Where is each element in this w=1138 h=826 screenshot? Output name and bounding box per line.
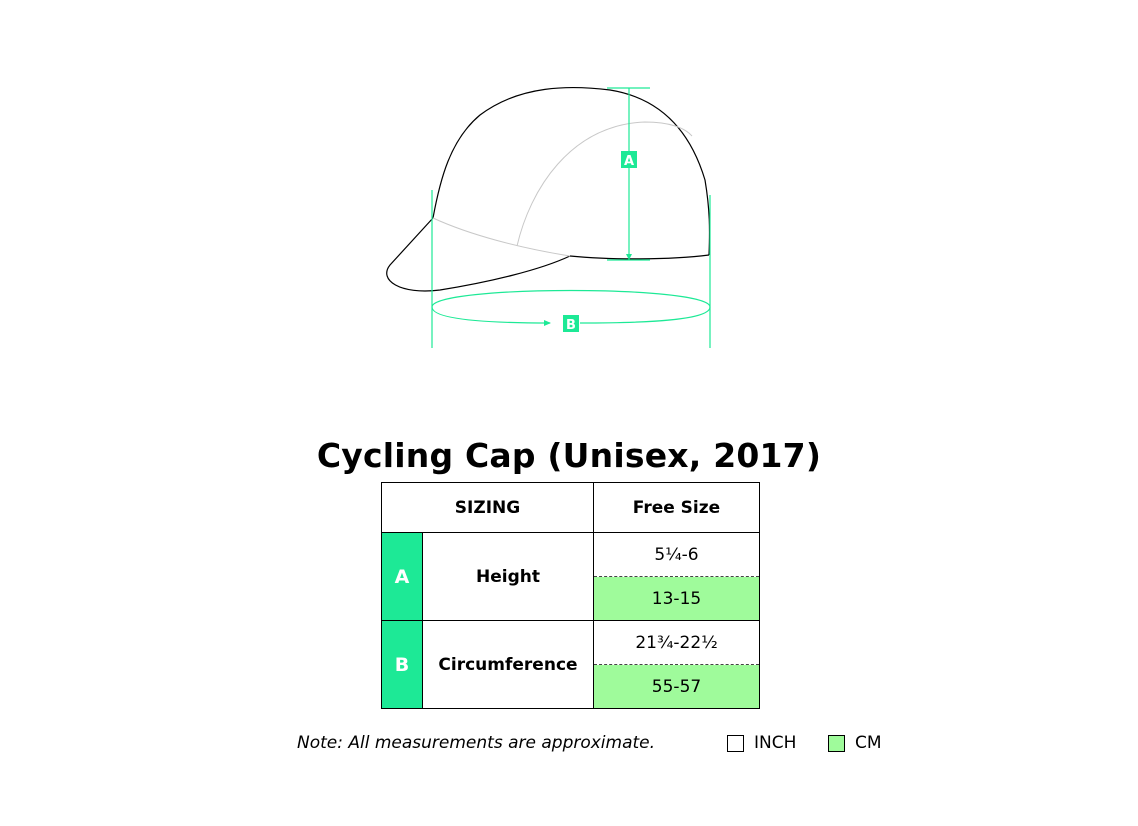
cm-swatch-icon (828, 734, 845, 752)
row-name-height: Height (422, 532, 594, 621)
value-cm-circumference: 55-57 (593, 664, 760, 709)
svg-text:B: B (566, 318, 576, 333)
value-inch-circumference: 21¾-22½ (593, 620, 760, 665)
page-title: Cycling Cap (Unisex, 2017) (316, 436, 822, 475)
note-text: Note: All measurements are approximate. (297, 733, 656, 753)
value-cm-height: 13-15 (593, 576, 760, 621)
table-row: 13-15 (382, 576, 760, 621)
header-free-size: Free Size (593, 482, 760, 533)
row-letter-a: A (381, 532, 423, 621)
legend-cm: CM (828, 733, 882, 753)
row-name-circumference: Circumference (422, 620, 594, 709)
legend-cm-label: CM (855, 733, 882, 753)
table-row: 55-57 (382, 664, 760, 709)
table-row: A Height 5¼-6 (381, 532, 760, 621)
value-inch-height: 5¼-6 (593, 532, 760, 577)
footer: Note: All measurements are approximate. … (297, 733, 917, 759)
legend-inch: INCH (727, 733, 796, 753)
inch-swatch-icon (727, 734, 744, 752)
row-letter-b: B (381, 620, 423, 709)
table-row: B Circumference 21¾-22½ (381, 620, 760, 709)
cap-diagram: A B (370, 70, 730, 360)
table-header-row: SIZING Free Size (381, 482, 760, 533)
svg-text:A: A (624, 154, 634, 169)
sizing-table: SIZING Free Size A Height 5¼-6 13-15 B C… (381, 482, 760, 709)
header-sizing: SIZING (381, 482, 594, 533)
cap-illustration-icon: A B (386, 86, 711, 348)
legend-inch-label: INCH (754, 733, 797, 753)
